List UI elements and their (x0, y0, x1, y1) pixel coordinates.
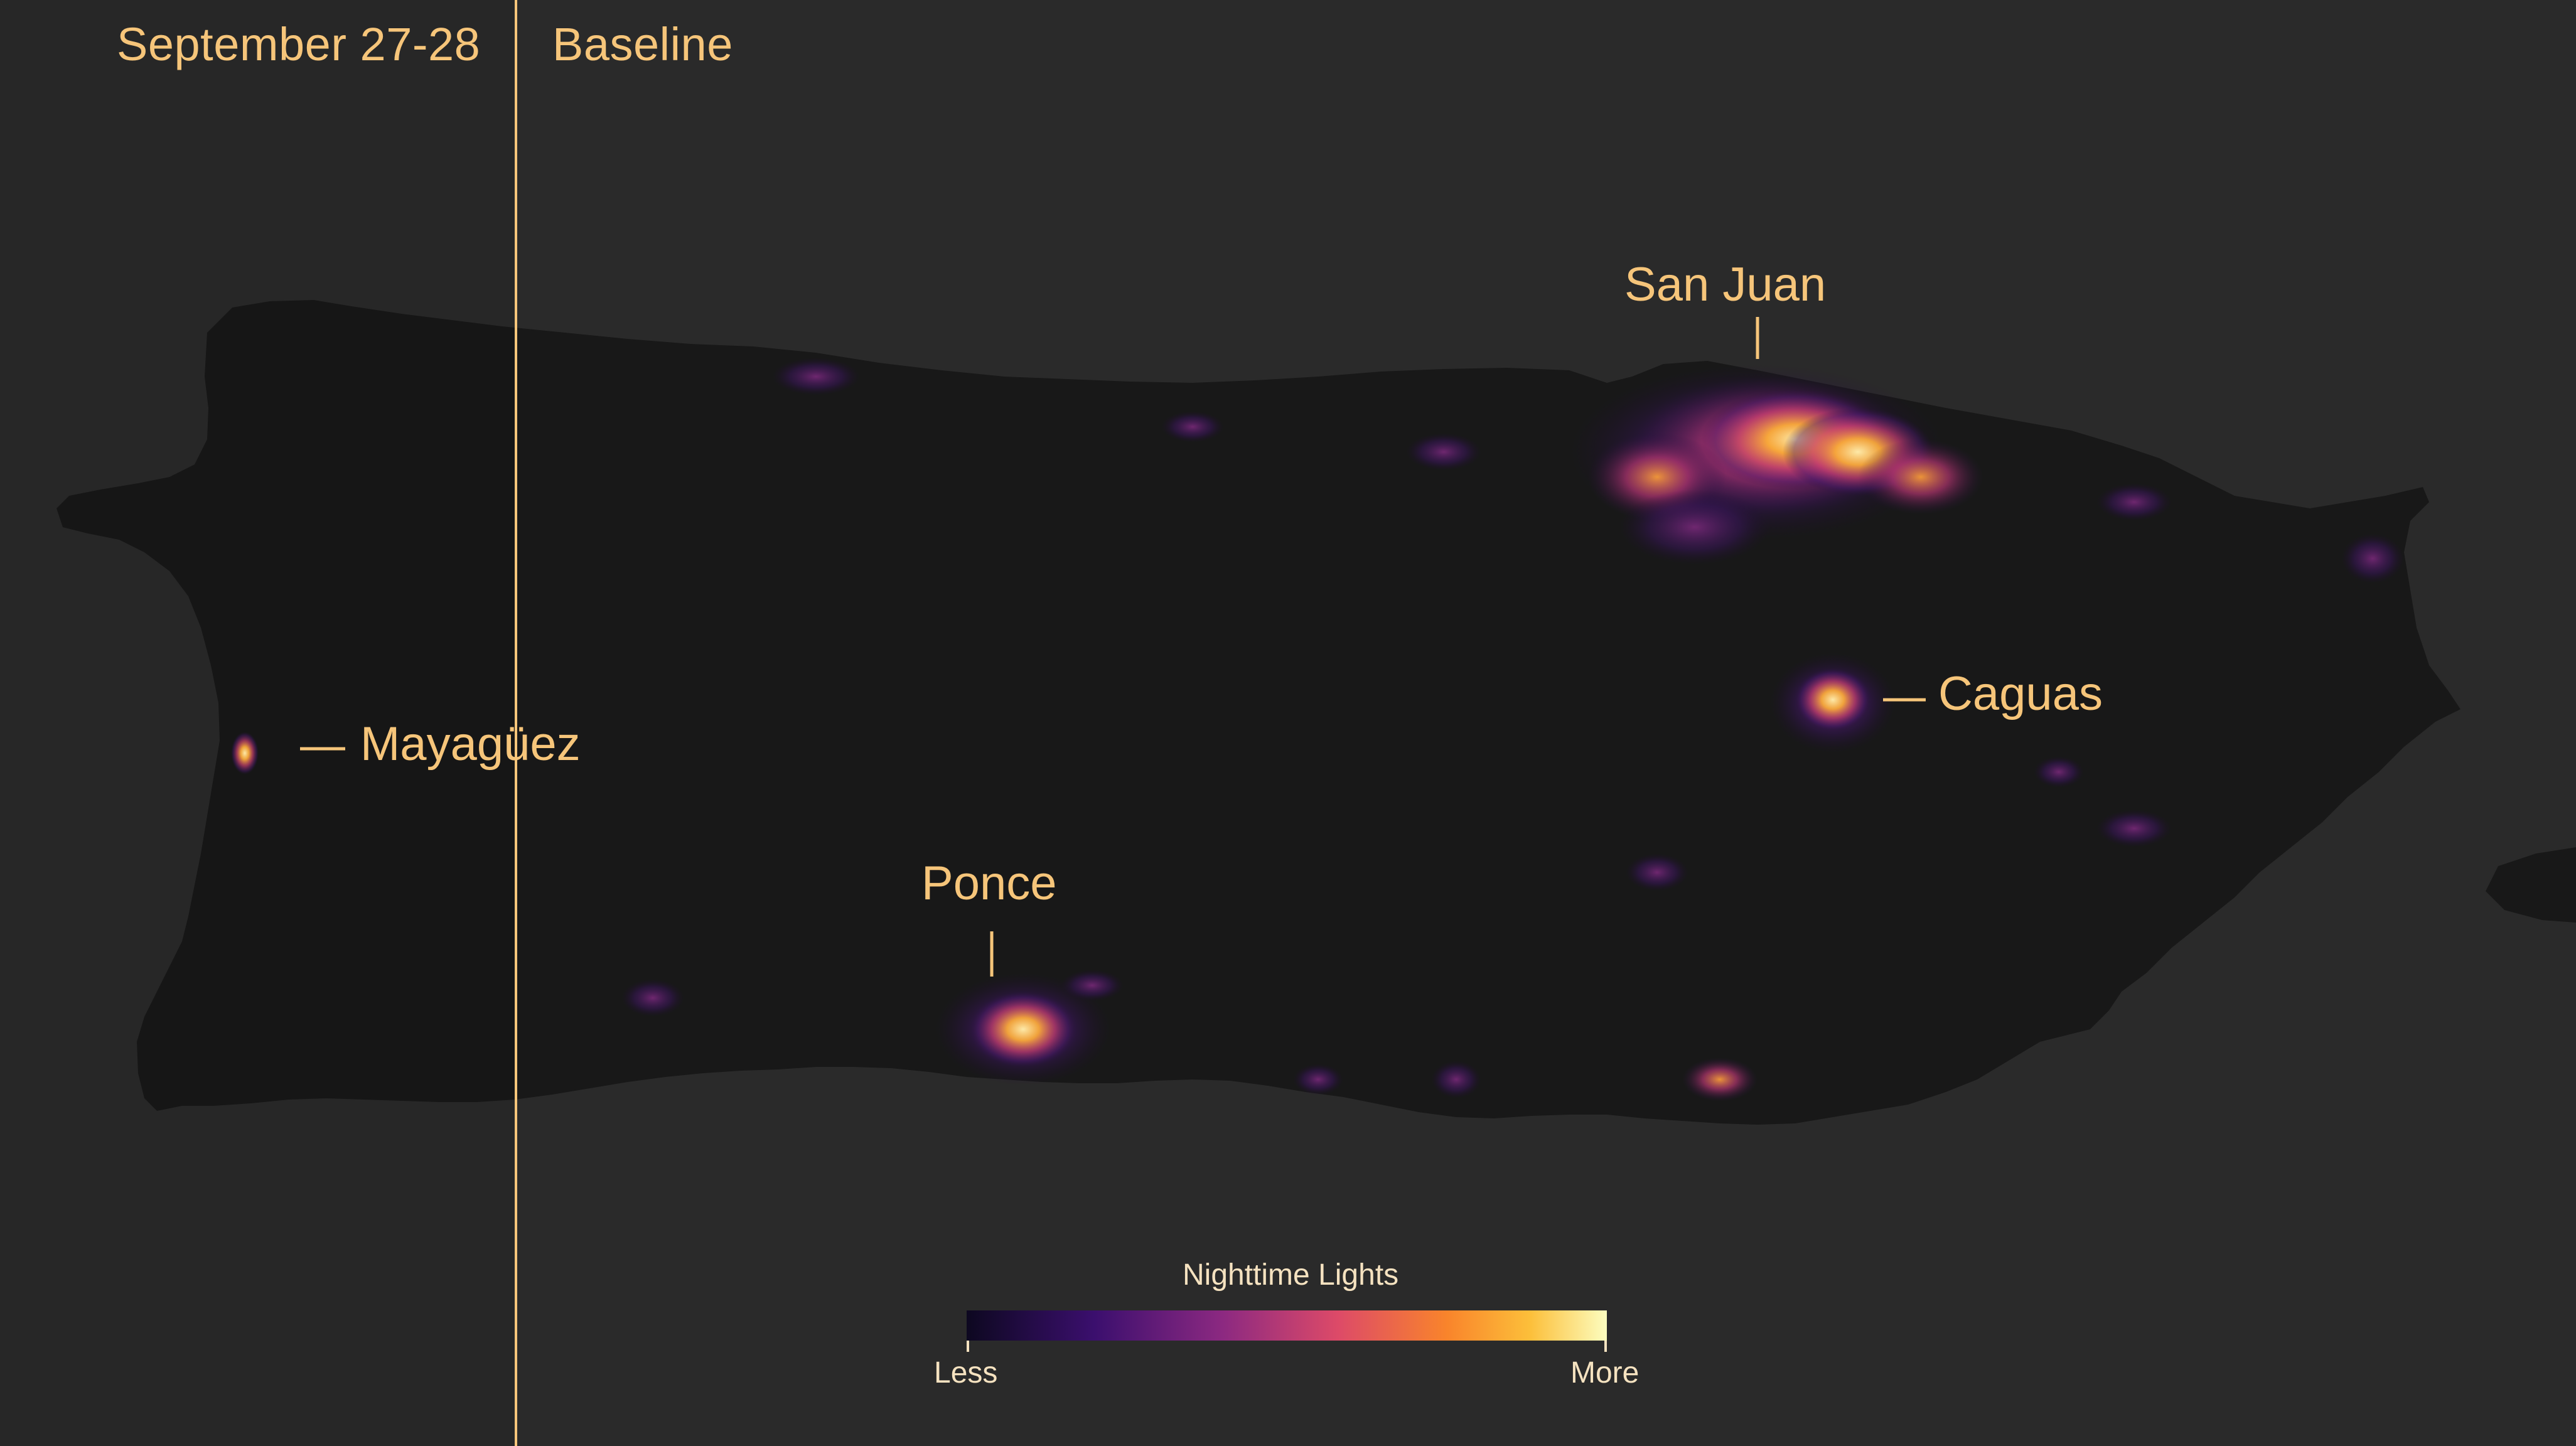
legend-tick-more (1604, 1341, 1607, 1352)
city-label-mayaguez: Mayagüez (360, 717, 581, 771)
city-label-san-juan: San Juan (1624, 258, 1827, 311)
before-date-label: September 27-28 (117, 18, 481, 70)
legend-color-bar (967, 1310, 1607, 1341)
legend-title: Nighttime Lights (1183, 1258, 1399, 1292)
legend-tick-less (967, 1341, 969, 1352)
baseline-label: Baseline (552, 18, 733, 70)
city-label-ponce: Ponce (921, 857, 1057, 910)
vieques-island (2486, 847, 2576, 923)
before-panel-shade (0, 0, 516, 1446)
city-label-caguas: Caguas (1938, 667, 2103, 720)
legend-high-label: More (1570, 1356, 1640, 1390)
legend-low-label: Less (934, 1356, 998, 1390)
